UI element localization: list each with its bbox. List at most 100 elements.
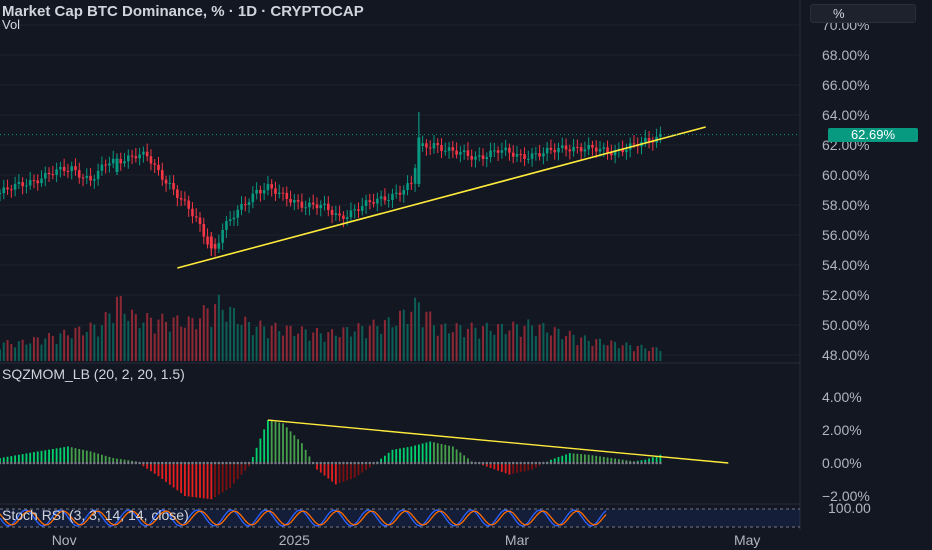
squeeze-dot	[496, 461, 500, 465]
squeeze-dot	[594, 461, 598, 465]
volume-bar	[225, 321, 228, 361]
squeeze-dot	[51, 461, 55, 465]
volume-bar	[342, 327, 345, 361]
volume-bar	[112, 323, 115, 361]
volume-bar	[191, 318, 194, 361]
squeeze-dot	[538, 461, 541, 465]
momentum-bar	[221, 463, 224, 493]
volume-bar	[414, 297, 417, 361]
price-axis[interactable]: 70.00%68.00%66.00%64.00%62.00%60.00%58.0…	[822, 17, 869, 363]
momentum-bar	[327, 463, 330, 479]
candle-body	[440, 144, 443, 152]
squeeze-dot	[164, 461, 168, 465]
squeeze-dot	[119, 461, 123, 465]
squeeze-dot	[606, 461, 609, 465]
candle-body	[564, 145, 568, 150]
squeeze-dot	[553, 461, 557, 465]
volume-bar	[180, 326, 183, 361]
volume-bar	[346, 327, 349, 361]
volume-bars	[0, 294, 662, 361]
squeeze-dot	[247, 461, 251, 465]
volume-bar	[74, 327, 77, 361]
candle-body	[334, 213, 338, 215]
squeeze-dot	[443, 461, 447, 465]
momentum-bar	[119, 459, 122, 463]
sqzmom-trendline[interactable]	[267, 419, 729, 464]
candle-body	[474, 156, 477, 160]
squeeze-dot	[613, 461, 617, 465]
volume-bar	[0, 349, 1, 361]
squeeze-dot	[281, 461, 285, 465]
momentum-bar	[500, 463, 503, 472]
squeeze-dot	[383, 461, 387, 465]
time-axis[interactable]: Nov 2025 Mar May	[52, 532, 761, 548]
volume-bar	[6, 340, 9, 361]
momentum-bar	[485, 463, 488, 467]
candle-body	[228, 219, 232, 221]
momentum-bar	[278, 422, 281, 463]
squeeze-dot	[462, 461, 466, 465]
squeeze-dot	[451, 461, 455, 465]
candle-body	[372, 202, 375, 204]
volume-bar	[432, 325, 435, 361]
momentum-bar	[602, 456, 605, 463]
candle-body	[462, 150, 466, 153]
candle-body	[289, 198, 292, 203]
candle-body	[153, 163, 157, 165]
volume-bar	[300, 326, 303, 361]
candle-body	[300, 201, 304, 208]
volume-bar	[304, 329, 307, 361]
volume-bar	[172, 317, 175, 361]
candle-body	[43, 172, 47, 179]
candle-body	[194, 216, 198, 218]
candle-body	[360, 205, 364, 211]
momentum-bar	[85, 450, 88, 463]
volume-bar	[221, 309, 224, 361]
volume-bar	[395, 325, 398, 361]
volume-bar	[232, 308, 235, 361]
squeeze-dot	[104, 461, 107, 465]
momentum-bar	[365, 463, 367, 470]
squeeze-dot	[466, 461, 470, 465]
momentum-bar	[161, 463, 164, 480]
volume-bar	[149, 317, 152, 361]
volume-bar	[70, 338, 73, 361]
candle-body	[77, 170, 81, 178]
percent-unit-button[interactable]: %	[810, 4, 916, 23]
price-trendline[interactable]	[177, 126, 706, 269]
momentum-bar	[489, 463, 492, 468]
momentum-bar	[104, 455, 107, 463]
volume-bar	[157, 319, 160, 361]
squeeze-dot	[228, 461, 232, 465]
squeeze-dot	[327, 461, 330, 465]
momentum-bar	[240, 463, 243, 475]
squeeze-dot	[425, 461, 428, 465]
volume-bar	[51, 335, 54, 361]
squeeze-dot	[240, 461, 243, 465]
volume-bar	[523, 325, 526, 361]
momentum-bar	[572, 453, 575, 463]
squeeze-dot	[489, 461, 492, 465]
momentum-bar	[399, 448, 401, 463]
volume-bar	[29, 343, 32, 361]
candle-body	[293, 200, 296, 203]
momentum-bar	[395, 449, 398, 463]
volume-bar	[632, 351, 635, 361]
candle-body	[542, 153, 545, 157]
squeeze-dot	[474, 461, 477, 465]
volume-bar	[576, 345, 579, 361]
candle-body	[459, 152, 462, 155]
volume-bar	[625, 342, 628, 361]
momentum-bar	[25, 453, 28, 463]
squeeze-dot	[100, 461, 104, 465]
grid	[0, 0, 801, 530]
momentum-bar	[153, 463, 156, 474]
volume-bar	[644, 348, 647, 361]
candle-body	[511, 152, 515, 157]
volume-bar	[153, 333, 156, 361]
squeeze-dot	[481, 461, 485, 465]
candle-body	[417, 137, 421, 184]
candle-body	[538, 153, 541, 157]
squeeze-dot	[560, 461, 564, 465]
